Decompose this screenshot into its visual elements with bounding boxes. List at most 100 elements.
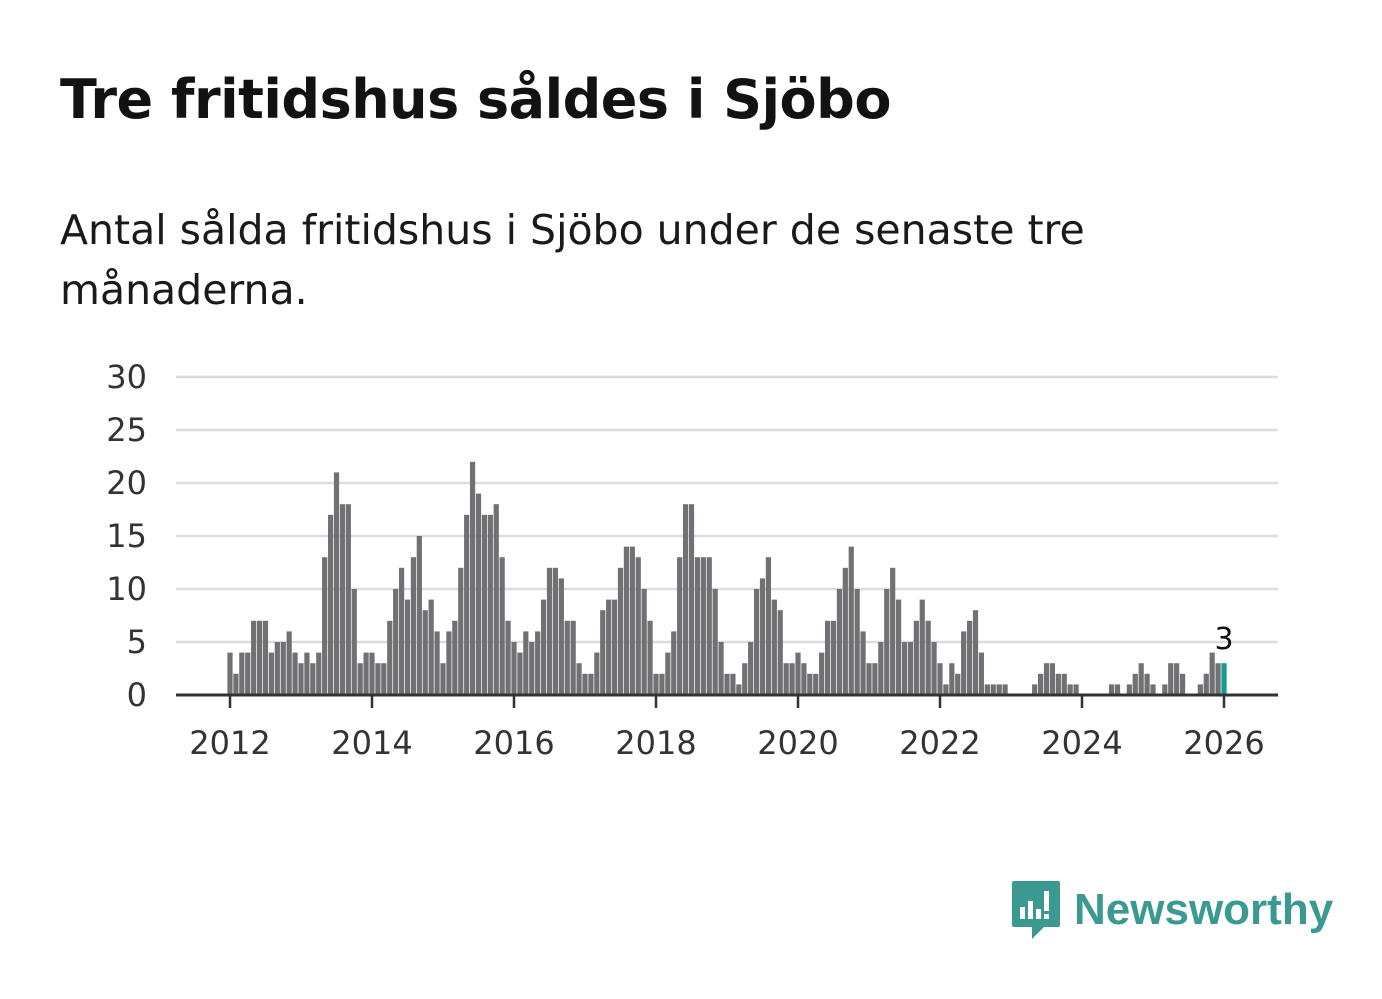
bar	[748, 642, 754, 695]
bar	[440, 663, 446, 695]
bar	[854, 589, 860, 695]
bar	[446, 631, 452, 695]
y-tick-label: 10	[106, 570, 147, 608]
bar	[481, 514, 488, 695]
bar	[990, 684, 996, 695]
x-tick-label: 2016	[473, 724, 554, 762]
bar	[487, 514, 493, 695]
bar	[552, 567, 559, 695]
bar	[600, 610, 606, 695]
bar	[404, 599, 411, 695]
bar	[1162, 684, 1168, 695]
bar	[256, 620, 263, 695]
bar	[357, 663, 363, 695]
bar	[381, 663, 387, 695]
bar	[535, 631, 541, 695]
bar	[753, 589, 760, 695]
bar	[606, 599, 612, 695]
bar	[1073, 684, 1079, 695]
bar	[582, 673, 588, 695]
bar	[251, 620, 257, 695]
bar	[499, 557, 505, 695]
bar	[943, 684, 949, 695]
bar	[931, 642, 937, 695]
bar	[1114, 684, 1121, 695]
bar	[1126, 684, 1132, 695]
bar	[363, 652, 369, 695]
bar	[629, 546, 635, 695]
bar	[635, 557, 641, 695]
bar	[836, 589, 843, 695]
y-axis-ticks: 0 5 10 15 20 25 30	[106, 358, 147, 714]
bar	[777, 610, 783, 695]
bar	[866, 663, 872, 695]
brand-name: Newsworthy	[1074, 885, 1334, 934]
bar	[700, 557, 706, 695]
bar	[955, 673, 961, 695]
bar	[416, 536, 422, 695]
bar	[523, 631, 529, 695]
bar	[842, 567, 848, 695]
bar	[239, 652, 245, 695]
bar	[937, 663, 943, 695]
x-axis-ticks: 2012 2014 2016 2018 2020 2022 2024 2026	[189, 695, 1265, 762]
bar	[351, 589, 357, 695]
bar	[819, 652, 825, 695]
bar	[327, 514, 334, 695]
bar	[653, 673, 659, 695]
bar	[742, 663, 748, 695]
bar	[458, 567, 464, 695]
bar	[789, 663, 795, 695]
bar	[765, 557, 772, 695]
bar	[730, 673, 736, 695]
bar	[611, 599, 618, 695]
bar	[682, 504, 689, 695]
bar	[564, 620, 570, 695]
y-tick-label: 30	[106, 358, 147, 396]
bar	[1132, 673, 1138, 695]
bar	[617, 567, 624, 695]
bar	[464, 514, 470, 695]
bar	[345, 504, 351, 695]
bar	[872, 663, 878, 695]
bar	[594, 652, 600, 695]
bar	[996, 684, 1002, 695]
bar	[1032, 684, 1038, 695]
bar	[978, 652, 985, 695]
bar	[1197, 684, 1203, 695]
bar	[546, 567, 553, 695]
x-tick-label: 2014	[331, 724, 412, 762]
chart-title: Tre fritidshus såldes i Sjöbo	[60, 68, 891, 131]
bar	[558, 578, 564, 695]
bar	[1138, 663, 1144, 695]
bar	[1209, 652, 1215, 695]
bar	[1061, 673, 1067, 695]
bar	[410, 557, 417, 695]
bar	[588, 673, 594, 695]
bar	[890, 567, 896, 695]
newsworthy-logo-icon	[1012, 881, 1060, 939]
y-tick-label: 15	[106, 517, 147, 555]
y-tick-label: 0	[127, 676, 147, 714]
bar	[724, 673, 730, 695]
bar	[428, 599, 434, 695]
bar	[1144, 673, 1150, 695]
bar	[1067, 684, 1073, 695]
bar	[1150, 684, 1156, 695]
bar	[961, 631, 967, 695]
bar	[475, 493, 482, 695]
bar	[280, 642, 286, 695]
bar	[884, 589, 890, 695]
bar	[688, 504, 695, 695]
bar	[641, 589, 647, 695]
bar	[771, 599, 777, 695]
bar	[848, 546, 854, 695]
bar	[694, 557, 701, 695]
bar	[511, 642, 517, 695]
bar	[570, 620, 576, 695]
x-tick-label: 2012	[189, 724, 270, 762]
bar	[1037, 673, 1044, 695]
bar	[393, 589, 399, 695]
bar	[783, 663, 789, 695]
